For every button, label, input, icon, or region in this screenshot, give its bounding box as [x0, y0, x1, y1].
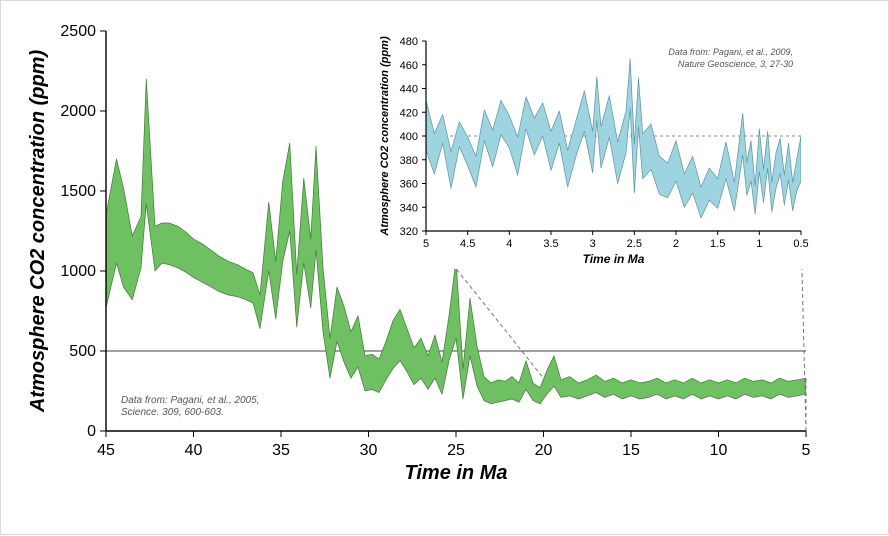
inset-xtick-label: 5 — [423, 238, 429, 250]
main-ytick-label: 0 — [87, 423, 96, 440]
inset-ylabel: Atmosphere CO2 concentration (ppm) — [379, 36, 391, 237]
main-xtick-label: 40 — [185, 442, 203, 459]
inset-credit-line1: Data from: Pagani, et al., 2009, — [668, 47, 793, 57]
inset-xtick-label: 4 — [506, 238, 512, 250]
main-xtick-label: 20 — [535, 442, 553, 459]
main-ytick-label: 2000 — [60, 103, 96, 120]
inset-xlabel: Time in Ma — [583, 252, 645, 266]
inset-ytick-label: 480 — [400, 36, 418, 48]
main-ytick-label: 1000 — [60, 263, 96, 280]
main-xtick-label: 5 — [802, 442, 811, 459]
inset-xtick-label: 1.5 — [710, 238, 725, 250]
main-credit-line2: Science. 309, 600-603. — [121, 407, 224, 418]
main-xtick-label: 25 — [447, 442, 465, 459]
main-ytick-label: 2500 — [60, 23, 96, 40]
main-credit-line1: Data from: Pagani, et al., 2005, — [121, 395, 259, 406]
main-ytick-label: 500 — [69, 343, 96, 360]
inset-ytick-label: 460 — [400, 60, 418, 72]
inset-xtick-label: 1 — [756, 238, 762, 250]
inset-xtick-label: 2 — [673, 238, 679, 250]
main-xtick-label: 10 — [710, 442, 728, 459]
main-xtick-label: 35 — [272, 442, 290, 459]
main-ytick-label: 1500 — [60, 183, 96, 200]
inset-xtick-label: 0.5 — [793, 238, 808, 250]
inset-ytick-label: 400 — [400, 131, 418, 143]
figure-container: 4540353025201510505001000150020002500Tim… — [0, 0, 889, 535]
inset-ytick-label: 440 — [400, 84, 418, 96]
main-xtick-label: 30 — [360, 442, 378, 459]
main-xlabel: Time in Ma — [405, 462, 508, 484]
inset-ytick-label: 320 — [400, 226, 418, 238]
main-xtick-label: 15 — [622, 442, 640, 459]
inset-ytick-label: 340 — [400, 202, 418, 214]
inset-credit-line2: Nature Geoscience, 3, 27-30 — [678, 59, 793, 69]
inset-xtick-label: 2.5 — [627, 238, 642, 250]
main-xtick-label: 45 — [97, 442, 115, 459]
inset-xtick-label: 3.5 — [543, 238, 558, 250]
inset-xtick-label: 3 — [590, 238, 596, 250]
main-ylabel: Atmosphere CO2 concentration (ppm) — [27, 50, 49, 414]
inset-ytick-label: 380 — [400, 155, 418, 167]
inset-ytick-label: 420 — [400, 107, 418, 119]
chart-svg: 4540353025201510505001000150020002500Tim… — [1, 1, 889, 536]
inset-xtick-label: 4.5 — [460, 238, 475, 250]
inset-ytick-label: 360 — [400, 179, 418, 191]
